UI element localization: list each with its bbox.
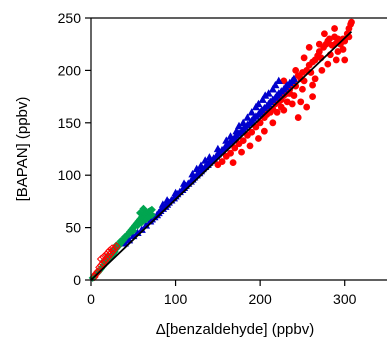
data-point-series-3: [116, 237, 125, 246]
data-point-series-4: [112, 242, 121, 251]
y-axis-label: [BAPAN] (ppbv): [14, 97, 31, 202]
data-point-series-1: [290, 92, 298, 99]
data-point-series-1: [297, 98, 305, 106]
data-point-series-1: [239, 137, 247, 145]
data-point-series-3: [133, 221, 142, 230]
data-point-series-1: [331, 25, 338, 32]
data-point-series-1: [238, 148, 245, 156]
data-point-series-2: [289, 74, 299, 82]
data-point-series-1: [273, 108, 281, 116]
data-point-series-1: [299, 85, 306, 93]
x-axis-label: Δ[benzaldehyde] (ppbv): [156, 321, 314, 338]
fit-line: [90, 30, 353, 281]
data-point-series-1: [246, 142, 254, 150]
data-point-series-4: [110, 244, 119, 253]
y-tick-label: 250: [58, 10, 82, 26]
data-point-series-1: [348, 18, 355, 26]
data-point-series-1: [227, 149, 234, 157]
data-point-series-2: [192, 164, 201, 173]
y-tick-label: 50: [65, 220, 81, 236]
data-point-series-2: [222, 136, 231, 144]
data-point-series-2: [213, 144, 222, 153]
data-point-series-1: [248, 128, 256, 136]
data-points: [88, 18, 355, 282]
data-point-series-2: [201, 156, 210, 164]
data-point-series-2: [234, 121, 244, 130]
data-point-series-2: [247, 108, 256, 116]
data-point-series-1: [229, 159, 237, 167]
data-point-series-3: [112, 241, 121, 250]
data-point-series-2: [271, 80, 280, 89]
data-point-series-1: [231, 144, 239, 152]
data-point-series-1: [311, 75, 319, 83]
data-point-series-2: [205, 153, 214, 161]
data-point-series-1: [318, 67, 326, 74]
data-point-series-1: [332, 56, 340, 64]
data-point-series-1: [292, 67, 300, 74]
data-point-series-1: [303, 103, 311, 111]
data-point-series-2: [188, 169, 197, 178]
axes: 0 100 200 300 0 50 100 150 200 250: [58, 10, 387, 307]
y-tick-label: 150: [58, 115, 82, 131]
data-point-series-1: [255, 135, 262, 142]
data-point-series-2: [196, 161, 206, 169]
data-point-series-2: [158, 200, 167, 208]
data-point-series-2: [251, 102, 261, 111]
data-point-series-1: [321, 30, 328, 38]
data-point-series-1: [218, 158, 226, 165]
data-point-series-2: [258, 95, 267, 103]
data-point-series-1: [294, 114, 302, 121]
data-point-series-2: [243, 113, 252, 121]
x-tick-label: 300: [333, 291, 357, 307]
data-point-series-2: [239, 118, 248, 126]
data-point-series-2: [226, 132, 235, 140]
y-tick-label: 100: [58, 167, 82, 183]
data-point-series-1: [339, 46, 347, 53]
data-point-series-1: [305, 43, 313, 51]
y-tick-label: 200: [58, 62, 82, 78]
y-tick-label: 0: [73, 272, 81, 288]
data-point-series-3: [147, 210, 156, 220]
data-point-series-1: [300, 54, 308, 62]
data-point-series-2: [171, 188, 180, 197]
x-tick-label: 200: [248, 291, 272, 307]
data-point-series-1: [269, 119, 277, 127]
data-point-series-1: [315, 48, 323, 55]
data-point-series-4: [96, 254, 106, 264]
fit-line-group: [90, 30, 353, 281]
data-point-series-2: [274, 76, 283, 85]
data-point-series-1: [324, 60, 332, 68]
data-point-series-3: [120, 233, 129, 242]
data-point-series-2: [179, 179, 189, 187]
data-point-series-1: [283, 98, 291, 106]
data-point-series-1: [277, 103, 285, 111]
data-point-series-2: [264, 89, 273, 97]
x-tick-label: 0: [87, 291, 95, 307]
data-point-series-1: [309, 93, 316, 100]
data-point-series-2: [163, 196, 172, 204]
x-tick-label: 100: [164, 291, 188, 307]
data-point-series-4: [105, 246, 114, 255]
data-point-series-2: [232, 126, 241, 135]
data-point-series-1: [260, 127, 268, 135]
data-point-series-3: [136, 208, 145, 217]
data-point-series-1: [341, 56, 349, 64]
data-point-series-1: [309, 81, 316, 89]
data-point-series-2: [268, 85, 277, 93]
data-point-series-1: [334, 35, 342, 43]
data-point-series-1: [315, 40, 323, 48]
